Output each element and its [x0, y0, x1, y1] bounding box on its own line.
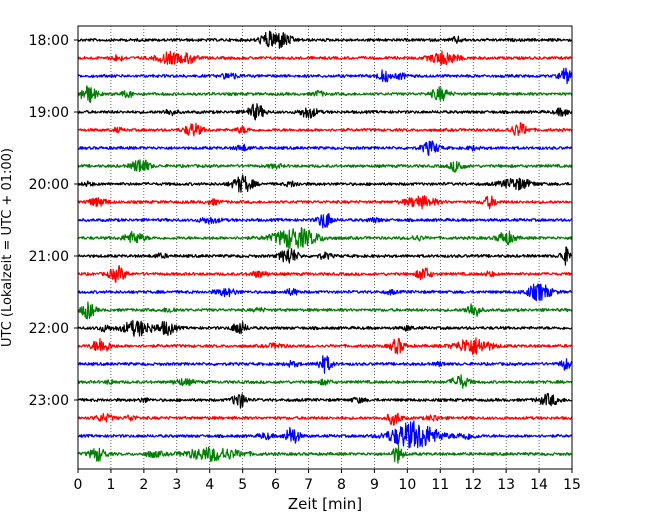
trace-line: [77, 265, 573, 283]
trace-line: [77, 412, 573, 426]
x-tick-label: 12: [464, 477, 482, 493]
trace-line: [77, 337, 573, 355]
plot-frame: [77, 25, 573, 470]
trace-line: [77, 30, 573, 49]
trace-line: [77, 195, 573, 210]
x-tick-label: 7: [304, 477, 313, 493]
x-tick-label: 13: [497, 477, 515, 493]
y-axis-label: UTC (Lokalzeit = UTC + 01:00): [0, 148, 15, 347]
y-tick-label: 23:00: [29, 393, 69, 409]
trace-line: [77, 212, 573, 229]
y-axis-ticks: 18:00 19:00 20:00 21:00 22:00 23:00: [29, 33, 78, 409]
x-tick-label: 8: [337, 477, 346, 493]
x-tick-label: 2: [139, 477, 148, 493]
trace-line: [77, 374, 573, 389]
trace-line: [77, 301, 573, 320]
trace-line: [77, 283, 573, 302]
x-tick-label: 10: [398, 477, 416, 493]
trace-line: [77, 50, 573, 66]
trace-line: [77, 67, 573, 85]
trace-line: [77, 444, 573, 464]
x-tick-label: 6: [271, 477, 280, 493]
y-tick-label: 21:00: [29, 249, 69, 265]
trace-line: [77, 420, 573, 449]
y-tick-label: 20:00: [29, 177, 69, 193]
vertical-grid: [110, 26, 540, 469]
y-tick-label: 19:00: [29, 105, 69, 121]
x-axis-ticks: 0 1 2 3 4 5 6 7 8 9 10 11 12 13 14 15: [74, 469, 581, 493]
trace-line: [77, 355, 573, 374]
x-tick-label: 15: [563, 477, 581, 493]
x-tick-label: 0: [74, 477, 83, 493]
trace-line: [77, 246, 573, 266]
seismic-traces: [77, 30, 573, 464]
x-tick-label: 5: [238, 477, 247, 493]
trace-line: [77, 174, 573, 193]
x-axis-label: Zeit [min]: [288, 495, 362, 513]
trace-line: [77, 140, 573, 156]
x-tick-label: 4: [205, 477, 214, 493]
trace-line: [77, 159, 573, 173]
x-tick-label: 9: [370, 477, 379, 493]
x-tick-label: 1: [106, 477, 115, 493]
x-tick-label: 3: [172, 477, 181, 493]
trace-line: [77, 85, 573, 103]
trace-line: [77, 392, 573, 409]
x-tick-label: 11: [431, 477, 449, 493]
y-tick-label: 22:00: [29, 321, 69, 337]
trace-line: [77, 122, 573, 137]
trace-line: [77, 103, 573, 121]
trace-line: [77, 319, 573, 337]
trace-line: [77, 227, 573, 249]
x-tick-label: 14: [530, 477, 548, 493]
y-tick-label: 18:00: [29, 33, 69, 49]
